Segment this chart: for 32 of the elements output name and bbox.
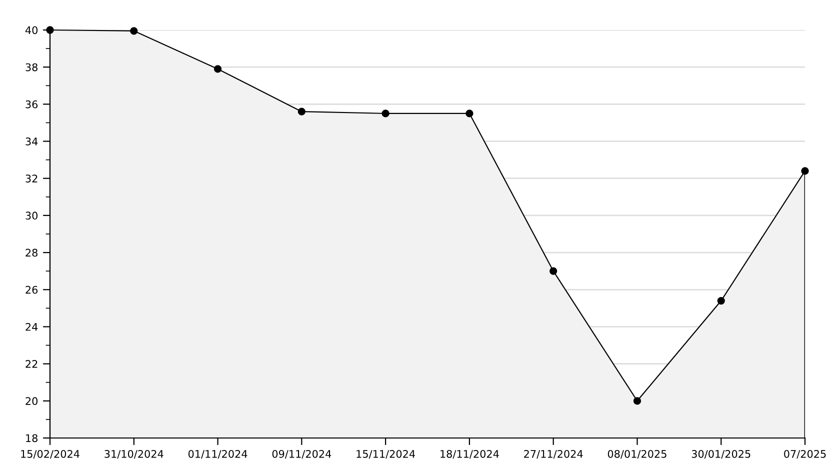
y-tick-label: 38 [26, 63, 38, 72]
point [466, 110, 474, 118]
y-tick-label: 22 [26, 360, 38, 368]
x-tick-label: 31/10/2024 [104, 450, 164, 459]
y-tick-label: 40 [25, 26, 38, 34]
y-tick-label: 34 [26, 138, 38, 146]
point [382, 110, 390, 118]
x-tick-label: 09/11/2024 [272, 450, 332, 459]
point [46, 26, 54, 34]
y-tick-label: 26 [26, 286, 38, 294]
x-tick-label: 08/01/2025 [608, 450, 666, 459]
y-tick-label: 36 [26, 100, 38, 108]
point [298, 108, 306, 116]
x-tick-label: 18/11/2024 [440, 450, 499, 459]
x-tick-label: 07/2025 [784, 450, 826, 459]
y-tick-label: 32 [26, 174, 38, 182]
y-tick-label: 24 [26, 322, 38, 331]
y-tick-label: 28 [26, 248, 38, 257]
x-tick-label: 15/11/2024 [356, 450, 415, 459]
point [633, 397, 642, 405]
x-tick-label: 30/01/2025 [692, 450, 750, 459]
y-tick-label: 30 [26, 212, 38, 220]
x-tick-label: 01/11/2024 [188, 450, 248, 459]
point [801, 167, 809, 175]
point [550, 267, 558, 275]
y-tick-label: 18 [26, 434, 38, 442]
x-tick-label: 15/02/2024 [21, 450, 80, 459]
point [214, 65, 222, 73]
x-tick-label: 27/11/2024 [524, 450, 583, 459]
y-tick-label: 20 [26, 397, 38, 406]
point [717, 296, 725, 305]
point [130, 27, 138, 35]
